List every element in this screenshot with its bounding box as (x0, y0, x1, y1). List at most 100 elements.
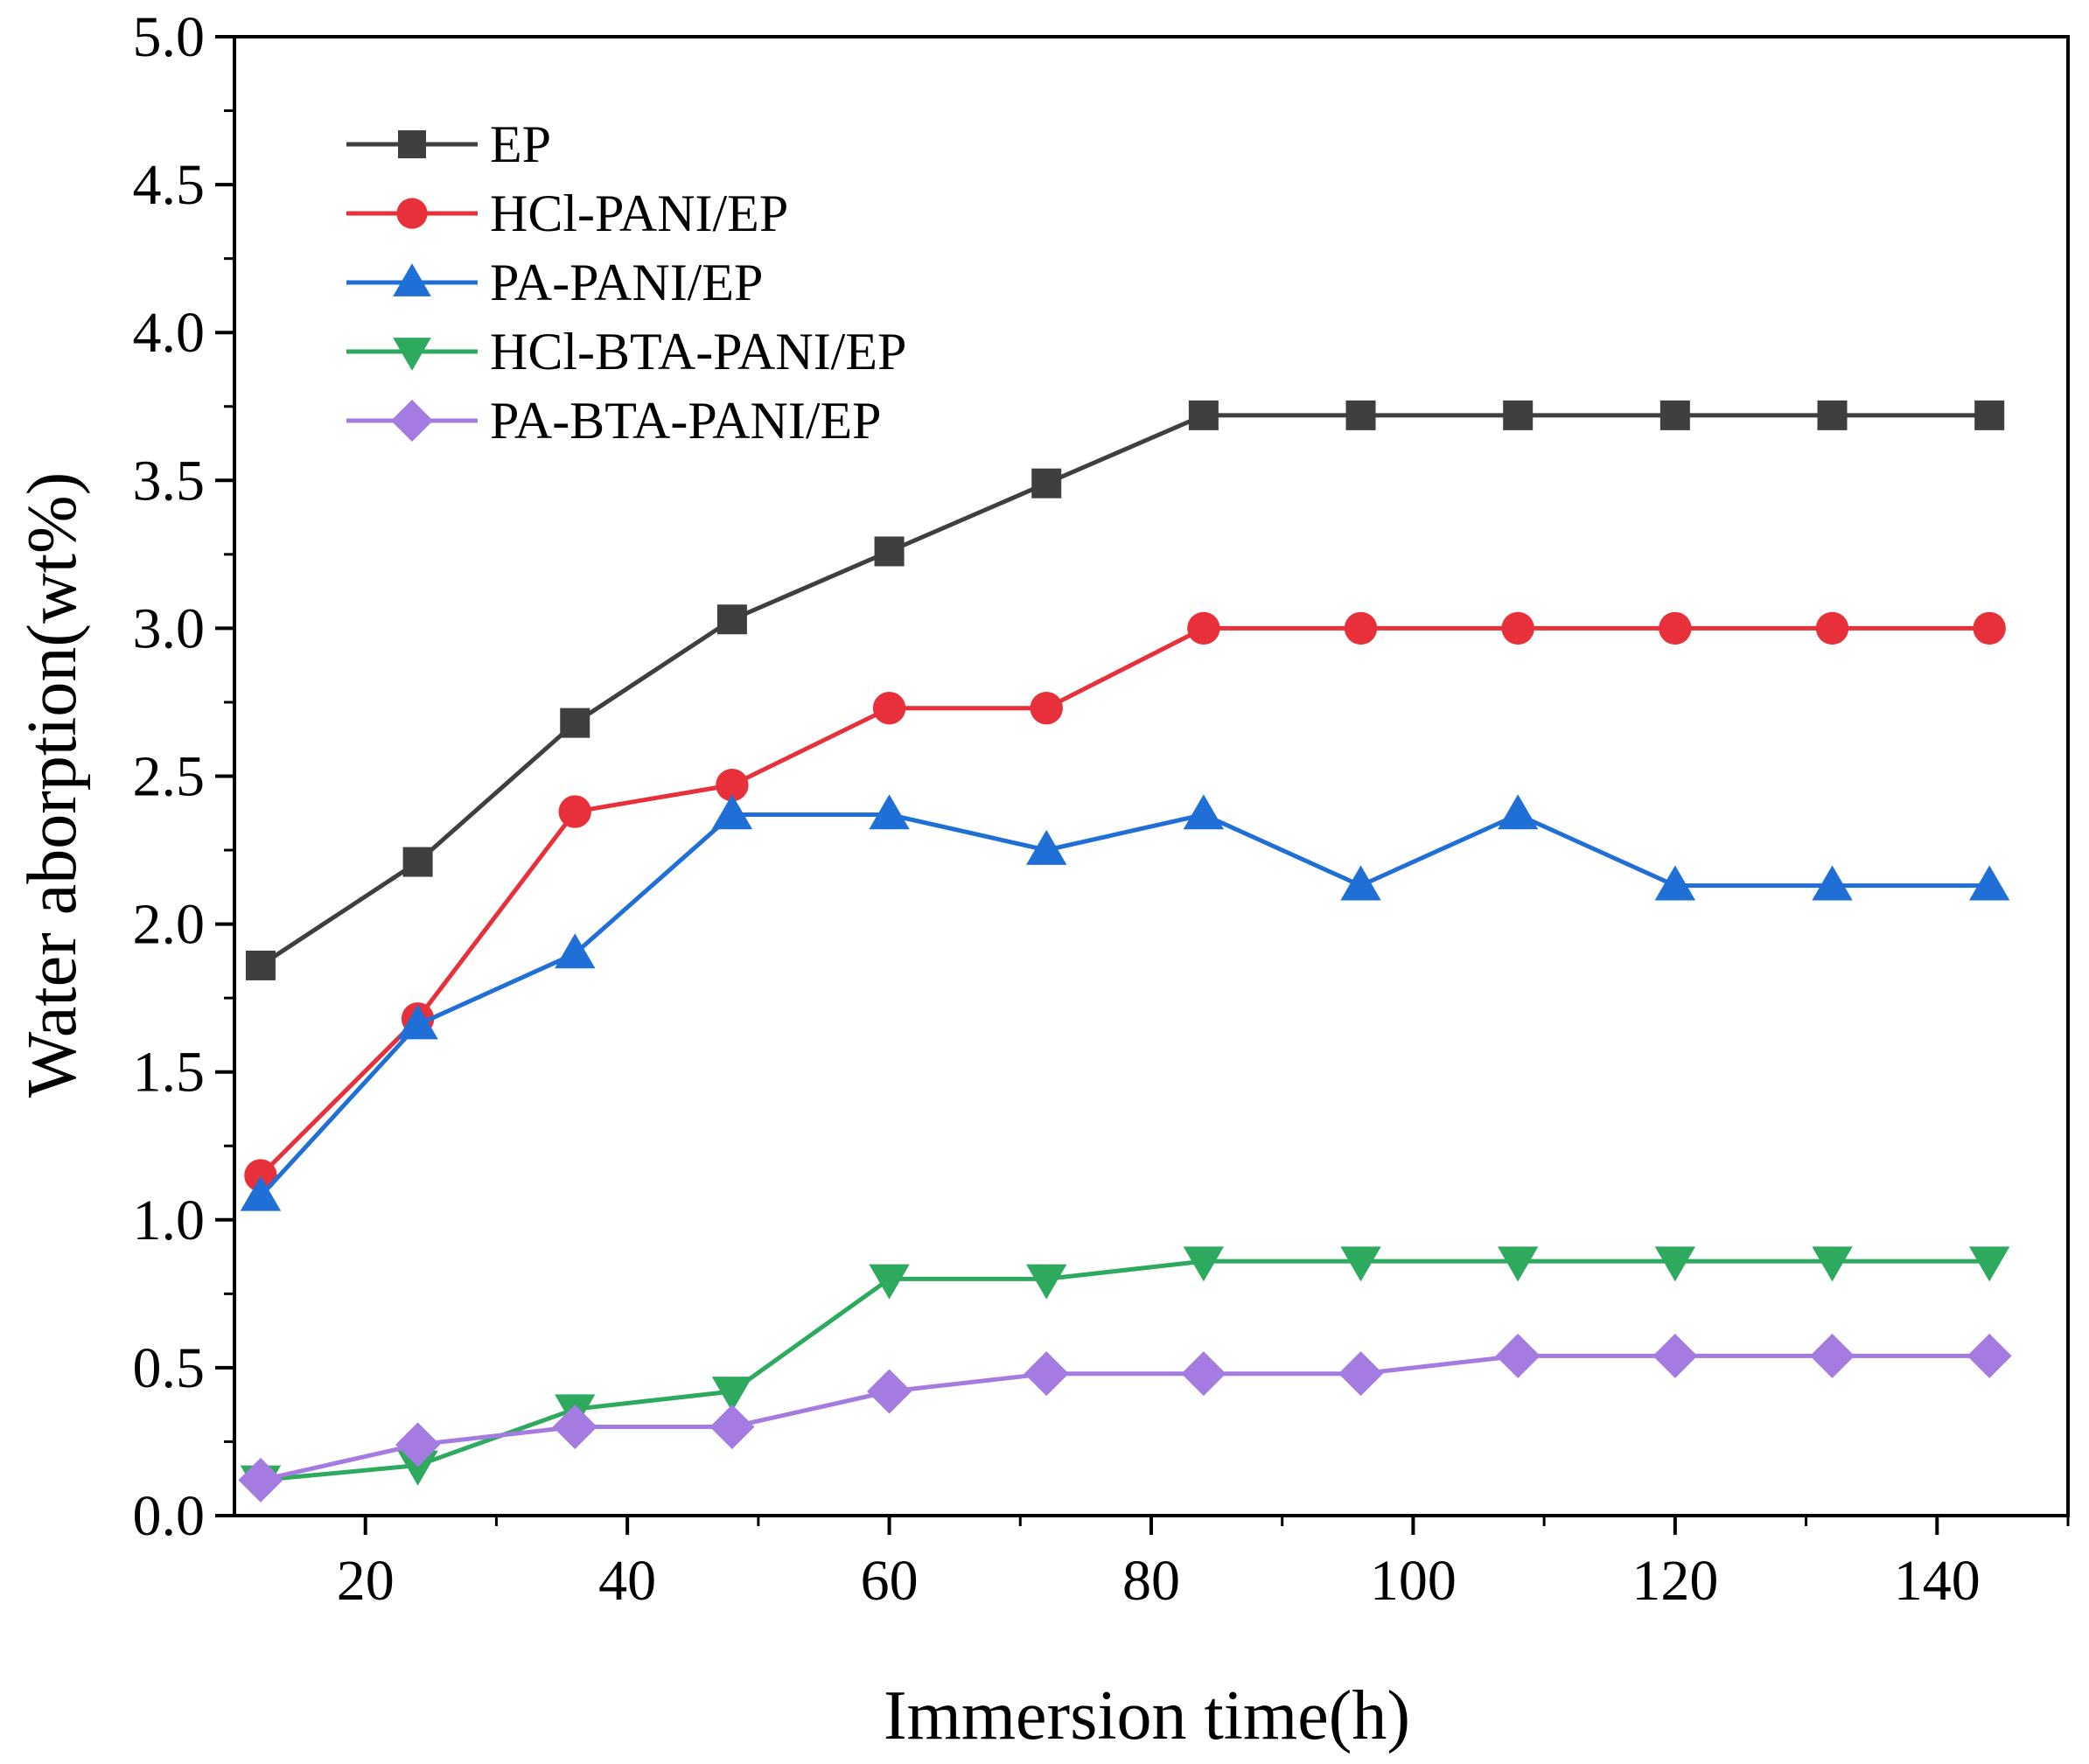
y-tick-label: 4.0 (133, 301, 206, 365)
y-tick-label: 4.5 (133, 153, 206, 217)
data-point (1812, 865, 1853, 901)
legend-label: PA-BTA-PANI/EP (490, 392, 882, 450)
data-point (1495, 1333, 1541, 1378)
y-tick-label: 2.0 (133, 893, 206, 957)
data-point (1817, 400, 1848, 430)
data-point (1968, 1246, 2010, 1282)
legend-marker (393, 263, 431, 296)
series-layer (238, 400, 2012, 1503)
x-tick-label: 20 (337, 1549, 395, 1613)
y-tick-label: 0.5 (133, 1336, 206, 1400)
series-hcl-pani-ep (244, 611, 2006, 1192)
x-tick-label: 60 (861, 1549, 919, 1613)
data-point (552, 1405, 597, 1450)
data-point (1974, 400, 2005, 430)
x-tick-label: 120 (1631, 1549, 1718, 1613)
x-tick-label: 140 (1894, 1549, 1981, 1613)
data-point (402, 847, 433, 877)
data-point (1188, 400, 1219, 430)
data-point (1810, 1333, 1855, 1378)
data-point (1183, 794, 1225, 830)
y-tick-label: 1.0 (133, 1189, 206, 1252)
data-point (560, 708, 590, 738)
legend-item: PA-PANI/EP (346, 254, 763, 311)
data-point (1026, 829, 1067, 865)
data-point (244, 1159, 277, 1192)
data-point (1340, 1246, 1381, 1282)
x-tick-label: 100 (1370, 1549, 1457, 1613)
data-point (1026, 1264, 1067, 1300)
data-point (397, 1450, 438, 1486)
data-point (869, 794, 910, 830)
data-point (1659, 400, 1690, 430)
data-point (1503, 400, 1534, 430)
series-pa-pani-ep (240, 794, 2010, 1211)
data-point (1815, 611, 1849, 645)
series-line (259, 625, 1990, 1177)
x-tick-label: 80 (1122, 1549, 1180, 1613)
data-point (1812, 1246, 1853, 1282)
y-tick-label: 5.0 (133, 5, 206, 69)
data-point (709, 1405, 755, 1450)
data-point (1659, 611, 1692, 645)
legend-marker (396, 198, 428, 229)
legend-marker (393, 338, 431, 371)
legend-item: EP (346, 115, 551, 173)
data-point (1968, 865, 2010, 901)
y-tick-label: 2.5 (133, 745, 206, 809)
y-tick-label: 3.5 (133, 449, 206, 512)
data-point (1973, 611, 2006, 645)
series-line (259, 812, 1990, 1198)
data-point (1338, 1351, 1384, 1397)
y-tick-label: 0.0 (133, 1484, 206, 1548)
data-point (238, 1457, 283, 1503)
data-point (1340, 865, 1381, 901)
data-point (1967, 1333, 2012, 1378)
legend-marker (391, 400, 433, 442)
data-point (1501, 611, 1534, 645)
data-point (711, 1377, 753, 1412)
data-point (1498, 794, 1539, 830)
data-point (1024, 1351, 1069, 1397)
y-tick-label: 3.0 (133, 596, 206, 660)
legend-item: HCl-BTA-PANI/EP (346, 323, 906, 380)
data-point (716, 768, 749, 802)
series-hcl-bta-pani-ep (240, 1246, 2010, 1501)
legend-item: HCl-PANI/EP (346, 185, 788, 242)
data-point (872, 692, 906, 725)
series-line (259, 413, 1990, 967)
legend-marker (398, 130, 426, 158)
data-point (716, 604, 747, 635)
data-point (555, 933, 596, 969)
legend-label: HCl-PANI/EP (490, 185, 788, 242)
data-point (395, 1422, 441, 1468)
data-point (245, 950, 276, 980)
data-point (1031, 468, 1062, 499)
legend: EP HCl-PANI/EP PA-PANI/EP HCl-BTA-PANI/EP PA… (346, 115, 906, 450)
data-point (1654, 865, 1696, 901)
series-ep (245, 400, 2005, 980)
legend-label: PA-PANI/EP (490, 254, 763, 311)
series-line (260, 1259, 1990, 1482)
data-point (558, 795, 591, 828)
data-point (869, 1264, 910, 1300)
data-point (1652, 1333, 1698, 1378)
data-point (711, 794, 753, 830)
data-point (1345, 400, 1376, 430)
legend-item: PA-BTA-PANI/EP (346, 392, 882, 450)
data-point (874, 536, 905, 567)
legend-label: EP (490, 115, 551, 173)
data-point (1181, 1351, 1226, 1397)
plot-frame: 0.0 0.5 1.0 1.5 2.0 2.5 3.0 3.5 4.0 4.5 5.0 20 40 60 8… (133, 5, 2070, 1613)
series-pa-bta-pani-ep (238, 1333, 2012, 1503)
data-point (1030, 692, 1063, 725)
data-point (1344, 611, 1378, 645)
data-point (867, 1369, 912, 1414)
data-point (1654, 1246, 1696, 1282)
series-line (260, 1353, 1990, 1482)
data-point (240, 1175, 282, 1211)
x-tick-label: 40 (598, 1549, 656, 1613)
data-point (1187, 611, 1220, 645)
data-point (1498, 1246, 1539, 1282)
